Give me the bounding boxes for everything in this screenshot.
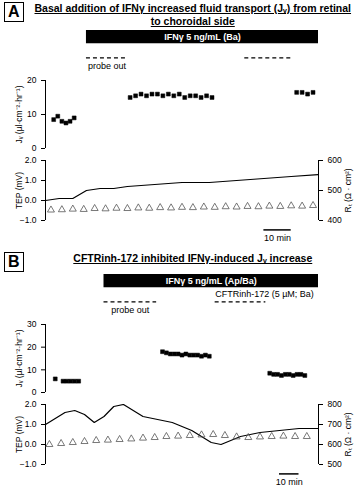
svg-text:Jᵥ (µl·cm⁻²·hr⁻¹): Jᵥ (µl·cm⁻²·hr⁻¹) <box>14 329 24 387</box>
svg-text:IFNγ 5 ng/mL (Ba): IFNγ 5 ng/mL (Ba) <box>164 32 240 42</box>
svg-text:600: 600 <box>328 155 342 165</box>
svg-text:10: 10 <box>27 365 37 375</box>
svg-text:Rₜ (Ω · cm²): Rₜ (Ω · cm²) <box>343 168 353 212</box>
svg-text:500: 500 <box>328 185 342 195</box>
svg-text:0: 0 <box>32 143 37 153</box>
svg-text:2.0: 2.0 <box>25 399 37 409</box>
svg-text:10 min: 10 min <box>264 233 291 243</box>
html-text:CFTRinh-172 inhibited IFNγ-ind: CFTRinh-172 inhibited IFNγ-induced Jᵥ in… <box>73 252 313 264</box>
svg-text:800: 800 <box>328 399 342 409</box>
svg-text:400: 400 <box>328 215 342 225</box>
svg-text:600: 600 <box>328 439 342 449</box>
html-text:B: B <box>8 253 20 270</box>
svg-text:1.0: 1.0 <box>25 419 37 429</box>
svg-text:probe out: probe out <box>88 61 127 71</box>
svg-text:1.0: 1.0 <box>25 175 37 185</box>
svg-text:0.0: 0.0 <box>25 439 37 449</box>
svg-text:Jᵥ (µl·cm⁻²·hr⁻¹): Jᵥ (µl·cm⁻²·hr⁻¹) <box>14 85 24 143</box>
svg-text:−1.0: −1.0 <box>20 459 37 469</box>
svg-text:Rₜ (Ω · cm²): Rₜ (Ω · cm²) <box>343 412 353 456</box>
svg-text:probe out: probe out <box>111 305 150 315</box>
svg-text:20: 20 <box>27 75 37 85</box>
svg-text:10 min: 10 min <box>276 477 303 487</box>
svg-text:20: 20 <box>27 342 37 352</box>
svg-text:TEP (mV): TEP (mV) <box>14 172 24 209</box>
svg-text:0.0: 0.0 <box>25 195 37 205</box>
svg-text:CFTRinh-172 (5 µM; Ba): CFTRinh-172 (5 µM; Ba) <box>215 289 314 299</box>
svg-text:0: 0 <box>32 387 37 397</box>
svg-text:−1.0: −1.0 <box>20 215 37 225</box>
svg-text:2.0: 2.0 <box>25 155 37 165</box>
svg-text:500: 500 <box>328 459 342 469</box>
svg-text:700: 700 <box>328 419 342 429</box>
svg-text:IFNγ 5 ng/mL (Ap/Ba): IFNγ 5 ng/mL (Ap/Ba) <box>166 276 257 286</box>
svg-text:10: 10 <box>27 109 37 119</box>
html-text:A: A <box>8 3 20 20</box>
svg-text:30: 30 <box>27 319 37 329</box>
html-text:Basal addition of IFNγ increas: Basal addition of IFNγ increased fluid t… <box>34 2 351 27</box>
svg-text:TEP (mV): TEP (mV) <box>14 416 24 453</box>
